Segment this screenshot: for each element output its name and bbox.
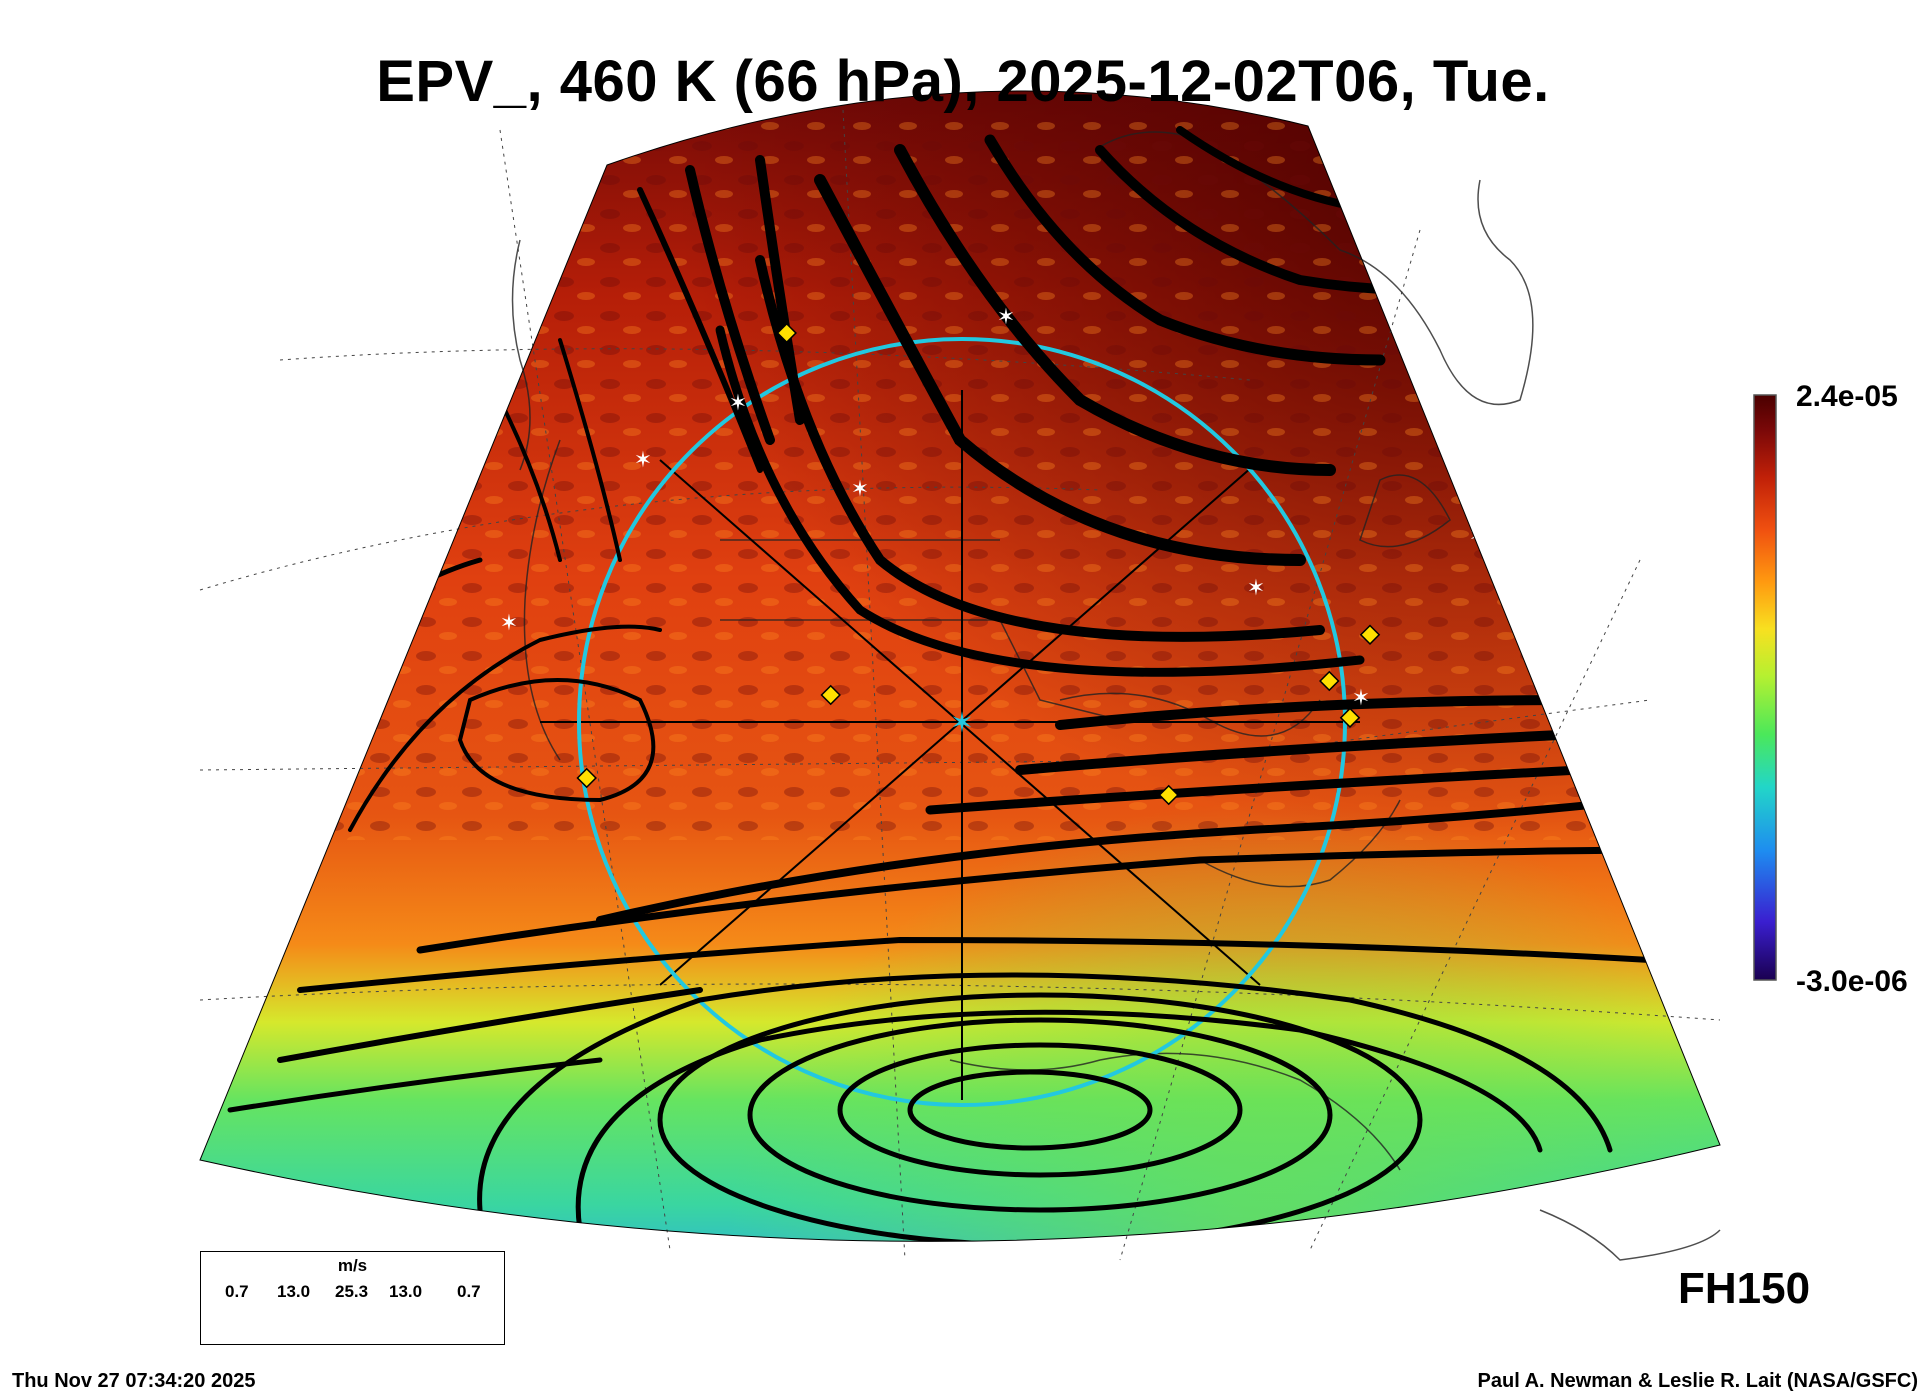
streamline	[457, 678, 656, 803]
streamline	[747, 1017, 1333, 1213]
streamline	[1015, 730, 1565, 775]
streamline	[227, 1057, 603, 1113]
streamline	[814, 174, 1306, 566]
station-markers-white: ✶ ✶ ✶ ✶ ✶ ✶ ✶ ✶	[500, 305, 1487, 711]
station-star: ✶	[1469, 524, 1487, 549]
streamline	[1055, 695, 1585, 730]
streamline	[477, 972, 1613, 1213]
station-diamond	[1158, 784, 1179, 806]
streamline	[575, 1009, 1543, 1233]
colorbar-min-label: -3.0e-06	[1796, 965, 1908, 998]
station-star: ✶	[1247, 576, 1265, 601]
station-star: ✶	[997, 305, 1015, 330]
streamline	[558, 338, 622, 562]
station-diamond	[576, 767, 597, 789]
streamline	[715, 325, 1365, 677]
station-star: ✶	[1352, 686, 1370, 711]
streamline	[984, 134, 1386, 366]
streamline	[925, 765, 1585, 815]
forecast-hour-label: FH150	[1678, 1264, 1811, 1313]
streamlines	[227, 126, 1684, 1242]
streamline	[755, 255, 1325, 642]
streamline	[657, 992, 1423, 1242]
station-markers-yellow	[576, 322, 1381, 806]
streamline	[498, 398, 562, 562]
colorbar	[1753, 394, 1777, 981]
map-sector-outline	[199, 90, 1721, 1242]
streamline	[277, 987, 703, 1063]
streamline	[907, 1069, 1153, 1151]
circle-center-star: ✶	[950, 706, 973, 739]
streamline	[348, 624, 662, 832]
streamline	[637, 187, 763, 473]
streamline	[894, 144, 1336, 476]
vector-legend: m/s 0.7 13.0 25.3 13.0 0.7	[200, 1251, 505, 1345]
station-diamond	[820, 684, 841, 706]
station-diamond	[1319, 670, 1340, 692]
station-star: ✶	[634, 448, 652, 473]
station-star: ✶	[729, 391, 747, 416]
colorbar-max-label: 2.4e-05	[1796, 380, 1898, 413]
station-star: ✶	[500, 611, 518, 636]
station-star: ✶	[851, 477, 869, 502]
svg-text:✶: ✶	[950, 706, 973, 739]
vector-legend-value: 25.3	[335, 1282, 369, 1301]
streamline	[685, 165, 775, 445]
credit: Paul A. Newman & Leslie R. Lait (NASA/GS…	[1477, 1370, 1918, 1392]
vector-legend-value: 0.7	[457, 1282, 481, 1301]
streamline	[416, 846, 1684, 954]
streamline	[297, 936, 1653, 993]
station-diamond	[776, 322, 797, 344]
timestamp: Thu Nov 27 07:34:20 2025	[12, 1370, 256, 1392]
streamline	[837, 1042, 1243, 1178]
chart-title: EPV_, 460 K (66 hPa), 2025-12-02T06, Tue…	[376, 49, 1550, 114]
station-diamond	[1359, 624, 1381, 645]
vector-legend-unit: m/s	[337, 1256, 368, 1275]
station-diamond	[1339, 707, 1361, 728]
vector-legend-value: 13.0	[389, 1282, 423, 1301]
vector-legend-value: 13.0	[277, 1282, 311, 1301]
streamline	[596, 796, 1644, 924]
vector-legend-value: 0.7	[225, 1282, 249, 1301]
